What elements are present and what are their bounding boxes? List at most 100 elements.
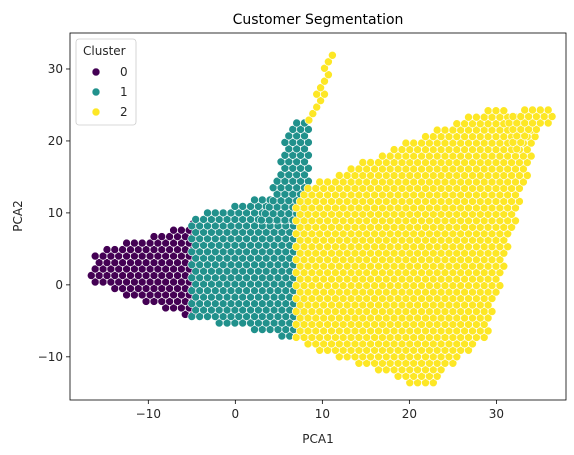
x-axis-label: PCA1 (302, 432, 333, 446)
x-tick-label: 20 (402, 407, 417, 421)
cluster-2-point (495, 268, 505, 277)
cluster-1-point (211, 208, 220, 218)
cluster-2-point (346, 164, 356, 174)
legend-label-0: 0 (120, 65, 128, 79)
cluster-2-point (522, 145, 532, 154)
cluster-1-point (304, 125, 313, 134)
cluster-2-point (320, 89, 329, 99)
cluster-2-point (503, 229, 513, 239)
cluster-2-point (515, 197, 524, 206)
cluster-0-point (102, 245, 112, 254)
y-axis-label: PCA2 (11, 200, 25, 231)
cluster-0-point (157, 232, 167, 241)
cluster-2-point (479, 333, 489, 342)
cluster-2-point (503, 242, 513, 251)
cluster-2-point (516, 138, 526, 147)
cluster-2-point (491, 274, 501, 284)
cluster-2-point (328, 50, 337, 60)
cluster-0-point (137, 238, 147, 248)
cluster-2-point (499, 261, 509, 271)
cluster-0-point (130, 238, 139, 248)
cluster-2-point (428, 378, 438, 388)
cluster-2-point (520, 131, 530, 141)
y-tick-label: 30 (48, 62, 63, 76)
legend-entries: 0 1 2 (91, 65, 128, 119)
cluster-2-point (519, 164, 528, 174)
cluster-2-point (511, 190, 520, 200)
cluster-1-point (300, 157, 309, 167)
cluster-2-point (432, 371, 442, 381)
cluster-2-point (389, 145, 399, 154)
cluster-2-point (432, 125, 442, 135)
y-axis-ticks: −10 0 10 20 30 (38, 62, 70, 364)
cluster-2-point (532, 125, 541, 134)
cluster-2-point (511, 216, 520, 226)
x-tick-label: −10 (136, 407, 161, 421)
cluster-2-point (312, 102, 322, 112)
x-tick-label: 0 (232, 407, 240, 421)
cluster-2-point (421, 132, 430, 141)
cluster-2-point (366, 158, 375, 167)
cluster-2-point (315, 177, 325, 187)
cluster-2-point (452, 352, 462, 362)
cluster-2-point (499, 235, 509, 245)
legend-title: Cluster (83, 44, 126, 58)
cluster-2-point (401, 138, 411, 148)
cluster-0-point (177, 225, 186, 235)
cluster-2-point (507, 223, 516, 232)
cluster-1-point (230, 202, 240, 211)
cluster-2-point (440, 125, 450, 135)
cluster-2-point (378, 151, 387, 161)
cluster-1-point (292, 118, 302, 128)
cluster-2-point (499, 248, 509, 258)
cluster-2-point (483, 326, 493, 336)
cluster-0-point (169, 225, 178, 235)
legend-marker-2 (91, 107, 101, 117)
cluster-2-point (483, 313, 493, 323)
cluster-2-point (483, 300, 493, 310)
cluster-1-point (304, 151, 313, 160)
cluster-2-point (409, 138, 419, 148)
cluster-2-point (487, 307, 497, 316)
cluster-2-point (464, 345, 473, 355)
cluster-2-point (520, 105, 530, 115)
cluster-1-point (191, 215, 200, 224)
cluster-2-point (468, 339, 477, 349)
cluster-1-point (203, 208, 212, 218)
cluster-2-point (316, 96, 325, 105)
cluster-0-point (110, 245, 120, 254)
x-tick-label: 30 (489, 407, 504, 421)
legend-label-1: 1 (120, 85, 128, 99)
cluster-2-point (334, 171, 344, 180)
cluster-2-point (515, 184, 524, 193)
x-tick-label: 10 (315, 407, 330, 421)
cluster-1-point (300, 144, 309, 154)
cluster-2-point (495, 281, 505, 290)
cluster-2-point (495, 255, 505, 265)
legend-marker-1 (91, 87, 101, 97)
cluster-2-point (528, 105, 537, 115)
cluster-1-point (304, 138, 313, 147)
cluster-2-point (491, 287, 501, 297)
cluster-2-point (491, 106, 501, 115)
cluster-2-point (522, 171, 532, 180)
cluster-2-point (452, 119, 462, 128)
cluster-2-point (316, 83, 325, 92)
cluster-2-point (487, 294, 497, 303)
cluster-2-point (464, 112, 473, 122)
cluster-0-point (149, 232, 159, 241)
legend-box (75, 38, 137, 126)
cluster-2-point (358, 158, 368, 167)
cluster-1-point (300, 131, 309, 141)
cluster-2-point (547, 112, 557, 121)
cluster-2-point (519, 177, 528, 187)
cluster-2-point (448, 358, 458, 368)
y-tick-label: 0 (55, 278, 63, 292)
plot-frame (69, 32, 567, 401)
cluster-2-point (526, 151, 536, 161)
cluster-1-point (300, 170, 309, 180)
legend-label-2: 2 (120, 105, 128, 119)
cluster-0-point (90, 251, 100, 261)
cluster-2-point (522, 158, 532, 167)
